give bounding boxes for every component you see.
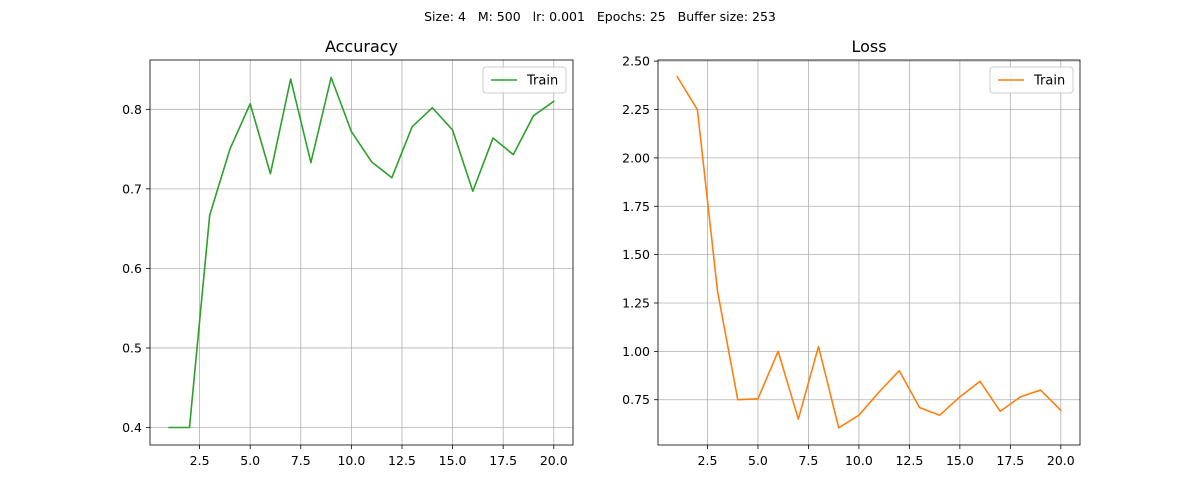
accuracy-xtick-label-5: 15.0 [439, 453, 467, 468]
accuracy-ytick-label-0: 0.4 [122, 420, 142, 435]
loss-ytick-label-0: 0.75 [622, 392, 650, 407]
accuracy-series-line-0 [168, 76, 555, 429]
accuracy-legend: Train [482, 66, 567, 94]
accuracy-axes: 2.5 5.0 7.5 10.0 12.5 15.0 17.5 20.0 0.4 0.5 0.6 0.… [122, 37, 574, 468]
loss-legend-label-0: Train [1033, 74, 1065, 89]
accuracy-frame [149, 59, 574, 446]
loss-xtick-label-5: 15.0 [946, 453, 974, 468]
figure-title: Size: 4 M: 500 lr: 0.001 Epochs: 25 Buff… [424, 9, 776, 24]
loss-ytick-label-4: 1.75 [622, 199, 650, 214]
accuracy-xtick-label-6: 17.5 [489, 453, 517, 468]
loss-axes: 2.5 5.0 7.5 10.0 12.5 15.0 17.5 20.0 0.75 1.00 1.2… [622, 37, 1081, 468]
accuracy-ytick-label-2: 0.6 [122, 261, 142, 276]
loss-xtick-label-4: 12.5 [895, 453, 923, 468]
loss-xtick-label-3: 10.0 [845, 453, 873, 468]
accuracy-xtick-label-3: 10.0 [337, 453, 365, 468]
loss-xtick-label-0: 2.5 [698, 453, 718, 468]
loss-xtick-label-7: 20.0 [1047, 453, 1075, 468]
accuracy-xtick-label-0: 2.5 [190, 453, 210, 468]
loss-ytick-label-1: 1.00 [622, 344, 650, 359]
loss-xtick-label-1: 5.0 [748, 453, 768, 468]
loss-ytick-label-2: 1.25 [622, 295, 650, 310]
loss-ytick-label-7: 2.50 [622, 54, 650, 69]
accuracy-ytick-label-3: 0.7 [122, 181, 142, 196]
loss-ytick-label-3: 1.50 [622, 247, 650, 262]
accuracy-legend-label-0: Train [526, 74, 558, 89]
loss-legend-box [989, 66, 1074, 94]
loss-frame [657, 59, 1081, 446]
loss-series-line-0 [676, 75, 1062, 429]
accuracy-xtick-label-2: 7.5 [291, 453, 311, 468]
loss-xtick-label-6: 17.5 [996, 453, 1024, 468]
accuracy-title: Accuracy [325, 37, 398, 56]
accuracy-ytick-label-1: 0.5 [122, 340, 142, 355]
accuracy-xtick-label-4: 12.5 [388, 453, 416, 468]
loss-ytick-label-6: 2.25 [622, 102, 650, 117]
loss-title: Loss [851, 37, 886, 56]
accuracy-xtick-label-1: 5.0 [240, 453, 260, 468]
accuracy-ytick-label-4: 0.8 [122, 102, 142, 117]
loss-xtick-label-2: 7.5 [798, 453, 818, 468]
accuracy-xtick-label-7: 20.0 [540, 453, 568, 468]
loss-ytick-label-5: 2.00 [622, 150, 650, 165]
accuracy-legend-box [482, 66, 567, 94]
loss-legend: Train [989, 66, 1074, 94]
